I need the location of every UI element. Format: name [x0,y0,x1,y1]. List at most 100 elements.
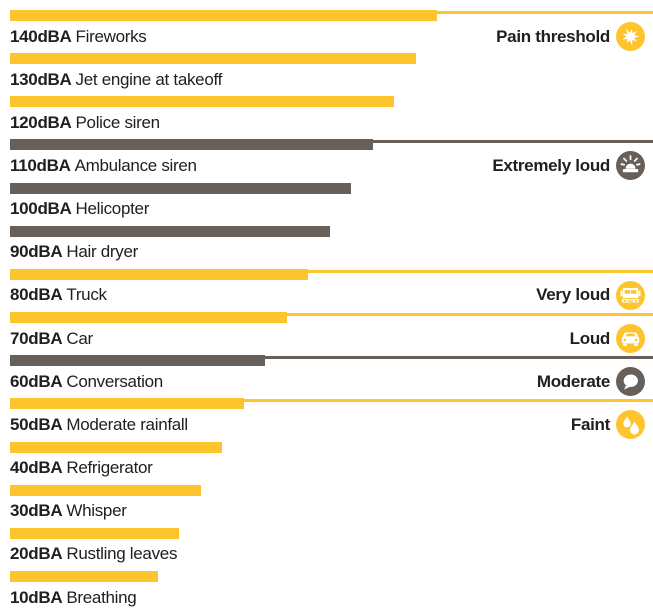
chart-row: 70dBA Car Loud [0,312,653,355]
db-value: 130dBA [10,69,72,89]
loudness-category: Moderate [536,367,645,397]
sound-label: Police siren [75,112,161,132]
bar [10,10,437,21]
bar-track [10,10,653,21]
sound-label: Truck [66,285,107,305]
item-label: 120dBA Police siren [10,113,160,133]
bar-track [10,312,653,324]
speech-bubble-icon [616,367,645,397]
chart-row: 80dBA Truck Very loud [0,268,653,312]
loudness-category: Very loud [536,280,645,310]
row-line: 110dBA Ambulance siren Extremely loud [10,151,645,181]
item-label: 10dBA Breathing [10,588,137,608]
row-line: 130dBA Jet engine at takeoff [10,66,645,93]
db-value: 80dBA [10,285,63,305]
db-value: 110dBA [10,155,71,175]
db-value: 50dBA [10,414,63,434]
bar-track [10,182,653,194]
loudness-category: Faint [570,410,645,440]
row-line: 50dBA Moderate rainfall Faint [10,410,645,440]
chart-row: 120dBA Police siren [0,96,653,139]
sound-label: Ambulance siren [74,155,197,175]
db-value: 20dBA [10,544,63,564]
category-label: Extremely loud [492,155,610,175]
db-value: 120dBA [10,112,72,132]
chart-row: 140dBA Fireworks Pain threshold [0,10,653,53]
bar [10,484,201,496]
bar [10,53,416,65]
row-line: 60dBA Conversation Moderate [10,367,645,397]
item-label: 90dBA Hair dryer [10,242,138,262]
bar [10,398,244,410]
category-label: Very loud [536,285,610,305]
bar [10,312,287,324]
sound-label: Whisper [66,501,127,521]
item-label: 110dBA Ambulance siren [10,156,197,176]
category-label: Pain threshold [496,26,610,46]
item-label: 140dBA Fireworks [10,27,147,47]
db-value: 60dBA [10,371,63,391]
water-drops-icon [616,410,645,440]
category-label: Faint [570,414,610,434]
row-line: 30dBA Whisper [10,498,645,525]
siren-icon [616,151,645,181]
chart-row: 30dBA Whisper [0,484,653,528]
chart-row: 130dBA Jet engine at takeoff [0,53,653,96]
explosion-icon [616,22,645,51]
sound-label: Fireworks [75,26,147,46]
bar-track [10,484,653,496]
bar-track [10,53,653,65]
bar [10,182,351,194]
item-label: 100dBA Helicopter [10,199,149,219]
item-label: 30dBA Whisper [10,501,127,521]
bar-track [10,268,653,280]
bar-extension-line [287,313,653,317]
db-value: 30dBA [10,501,63,521]
row-line: 120dBA Police siren [10,109,645,136]
row-line: 20dBA Rustling leaves [10,541,645,568]
loudness-category: Extremely loud [492,151,645,181]
bar-extension-line [308,269,653,273]
bar [10,268,308,280]
sound-label: Helicopter [75,199,150,219]
sound-label: Rustling leaves [66,544,178,564]
bar-track [10,398,653,410]
bar-track [10,527,653,539]
row-line: 10dBA Breathing [10,584,645,611]
chart-row: 90dBA Hair dryer [0,225,653,269]
bar-track [10,139,653,151]
item-label: 20dBA Rustling leaves [10,544,177,564]
chart-row: 110dBA Ambulance siren Extremely loud [0,139,653,182]
db-value: 70dBA [10,328,63,348]
bar [10,571,158,583]
bar [10,139,373,151]
sound-label: Conversation [66,371,163,391]
chart-row: 10dBA Breathing [0,571,653,614]
db-value: 140dBA [10,26,72,46]
sound-label: Hair dryer [66,242,138,262]
row-line: 70dBA Car Loud [10,324,645,354]
car-icon [616,324,645,354]
bar-track [10,96,653,108]
chart-row: 40dBA Refrigerator [0,441,653,485]
item-label: 80dBA Truck [10,285,107,305]
db-value: 90dBA [10,242,63,262]
db-value: 100dBA [10,199,72,219]
bar-track [10,225,653,237]
category-label: Loud [569,328,611,348]
sound-label: Moderate rainfall [66,414,188,434]
sound-label: Jet engine at takeoff [75,69,223,89]
row-line: 90dBA Hair dryer [10,239,645,266]
row-line: 100dBA Helicopter [10,196,645,223]
category-label: Moderate [536,371,610,391]
bar-track [10,355,653,367]
row-line: 140dBA Fireworks Pain threshold [10,22,645,51]
item-label: 130dBA Jet engine at takeoff [10,70,222,90]
chart-row: 60dBA Conversation Moderate [0,355,653,398]
bar-extension-line [244,399,653,403]
db-value: 40dBA [10,458,63,478]
sound-label: Refrigerator [66,458,153,478]
bar-extension-line [437,11,653,14]
